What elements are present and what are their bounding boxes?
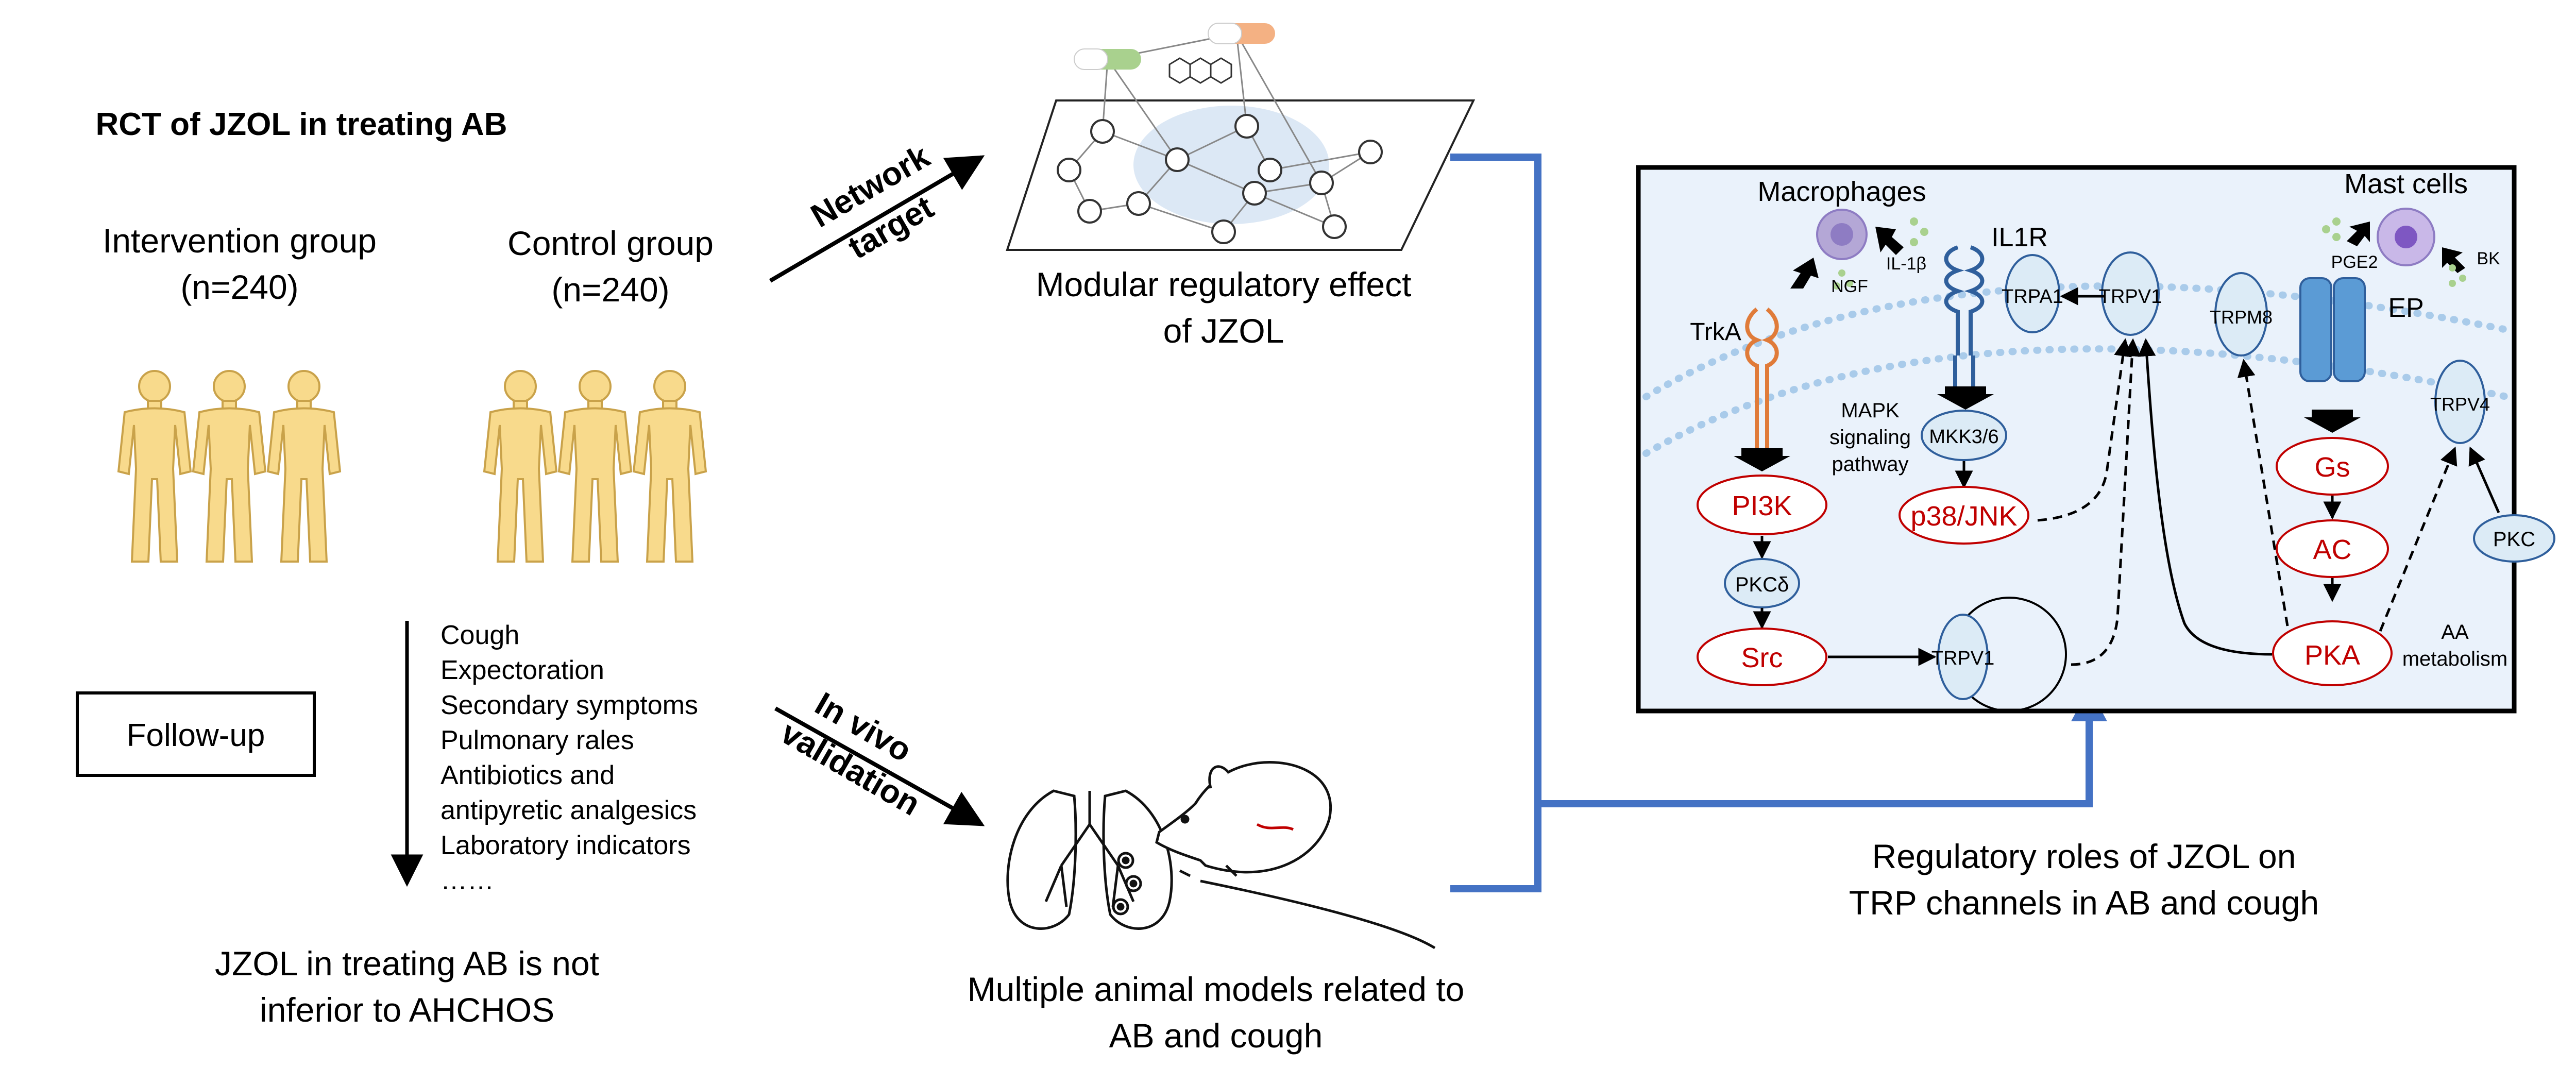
capsule-icon [1074,48,1141,70]
il1b-label: IL-1β [1886,254,1926,274]
ngf-label: NGF [1831,277,1868,296]
mapk-label-line2: signaling [1829,426,1911,449]
block-arrow-icon [2304,410,2361,433]
outcome-list: Cough Expectoration Secondary symptoms P… [440,620,698,895]
gs-node [2276,437,2389,496]
block-arrow-icon [1937,386,1994,410]
outcome-item: Secondary symptoms [440,690,698,720]
control-group-label: Control group [507,224,714,262]
pkc-node [2473,514,2555,563]
trpm8-label: TRPM8 [2210,307,2273,328]
trka-receptor-icon [1745,307,1779,453]
il1r-label: IL1R [1991,223,2048,252]
trpv1-top-channel [2101,251,2160,336]
followup-box [76,691,316,777]
block-arrow-icon [1875,227,1904,255]
control-group-n: (n=240) [551,270,669,309]
invivo-caption-line2: AB and cough [1109,1017,1323,1055]
pka-to-trpv1-arrow [2138,338,2273,656]
trpv1-top-label: TRPV1 [2099,286,2162,308]
pi3k-node [1697,475,1827,535]
trpv1-bottom-to-top-dashed-arrow [2071,338,2141,666]
outcome-item: antipyretic analgesics [440,795,697,825]
block-arrow-icon [1790,258,1819,289]
invivo-caption-line1: Multiple animal models related to [968,970,1465,1008]
p38-to-trpv1-dashed-arrow [2037,338,2132,522]
outcome-item: Pulmonary rales [440,725,634,755]
pathway-caption-line2: TRP channels in AB and cough [1849,884,2319,922]
bk-label: BK [2477,249,2500,268]
pka-node [2272,620,2393,686]
p38-jnk-label: p38/JNK [1910,501,2017,532]
pathway-caption-line1: Regulatory roles of JZOL on [1872,837,2296,875]
ep-receptor-icon [2299,277,2366,382]
trpa1-channel [2005,254,2060,333]
pge2-label: PGE2 [2331,252,2378,272]
pkc-label: PKC [2493,528,2535,551]
trpm8-channel [2214,272,2268,357]
intervention-group-label: Intervention group [103,222,377,260]
pka-to-trpv4-dashed-arrow [2379,446,2458,632]
lungs-icon [1006,789,1173,930]
trpv4-label: TRPV4 [2430,394,2490,415]
aa-metabolism-label-line2: metabolism [2402,648,2508,670]
blue-connector [1450,154,2093,892]
network-graph-illustration [1006,23,1476,251]
aa-metabolism-label-line1: AA [2441,621,2469,643]
outcome-item: Laboratory indicators [440,831,691,860]
ep-label: EP [2388,293,2424,323]
trpv1-bottom-label: TRPV1 [1931,648,1994,669]
trka-label: TrkA [1690,318,1741,346]
pkcd-node [1724,558,1800,608]
block-arrow-icon [2442,247,2465,273]
trpv4-channel [2434,360,2486,444]
rat-icon [1155,761,1436,950]
intervention-group-n: (n=240) [180,268,298,306]
mkk36-node [1921,410,2007,461]
mapk-label-line1: MAPK [1841,399,1900,422]
ac-node [2276,519,2389,578]
pka-to-trpm8-dashed-arrow [2237,359,2289,626]
src-node [1697,628,1827,686]
outcome-item: …… [440,866,494,895]
gs-label: Gs [2314,452,2350,483]
trpa1-label: TRPA1 [2002,286,2063,308]
trpv1-bottom-channel [1937,614,1989,700]
rct-conclusion-line1: JZOL in treating AB is not [215,944,599,983]
trp-pathway-panel: Macrophages IL-1β NGF TrkA IL1R TRPA1 TR… [1636,165,2555,714]
molecule-icon [1168,57,1232,84]
rct-title: RCT of JZOL in treating AB [95,107,507,142]
ac-label: AC [2313,534,2351,565]
mast-cells-label: Mast cells [2344,168,2468,199]
block-arrow-icon [1734,448,1790,471]
mast-cell-icon [2377,208,2435,266]
macrophage-cell-icon [1816,209,1868,260]
p38-jnk-node [1899,486,2029,545]
block-arrow-icon [2347,222,2370,246]
outcome-item: Expectoration [440,655,604,685]
intervention-group-people [117,370,341,563]
followup-label: Follow-up [127,718,265,753]
pkc-to-trpv4-arrow [2468,446,2500,514]
network-caption-line1: Modular regulatory effect [1036,265,1412,303]
outcome-item: Cough [440,620,519,650]
network-target-arrow [769,155,985,283]
outcome-item: Antibiotics and [440,760,615,790]
control-group-people [483,370,707,563]
invivo-arrow [774,706,985,826]
capsule-icon [1208,23,1275,44]
src-label: Src [1741,642,1783,673]
macrophages-label: Macrophages [1757,176,1926,207]
network-caption-line2: of JZOL [1163,312,1284,350]
pi3k-label: PI3K [1732,490,1792,521]
mapk-label-line3: pathway [1832,453,1909,476]
rct-conclusion-line2: inferior to AHCHOS [260,991,554,1029]
pka-label: PKA [2304,640,2360,671]
pkcd-label: PKCδ [1735,573,1789,596]
mkk36-label: MKK3/6 [1929,426,1998,448]
